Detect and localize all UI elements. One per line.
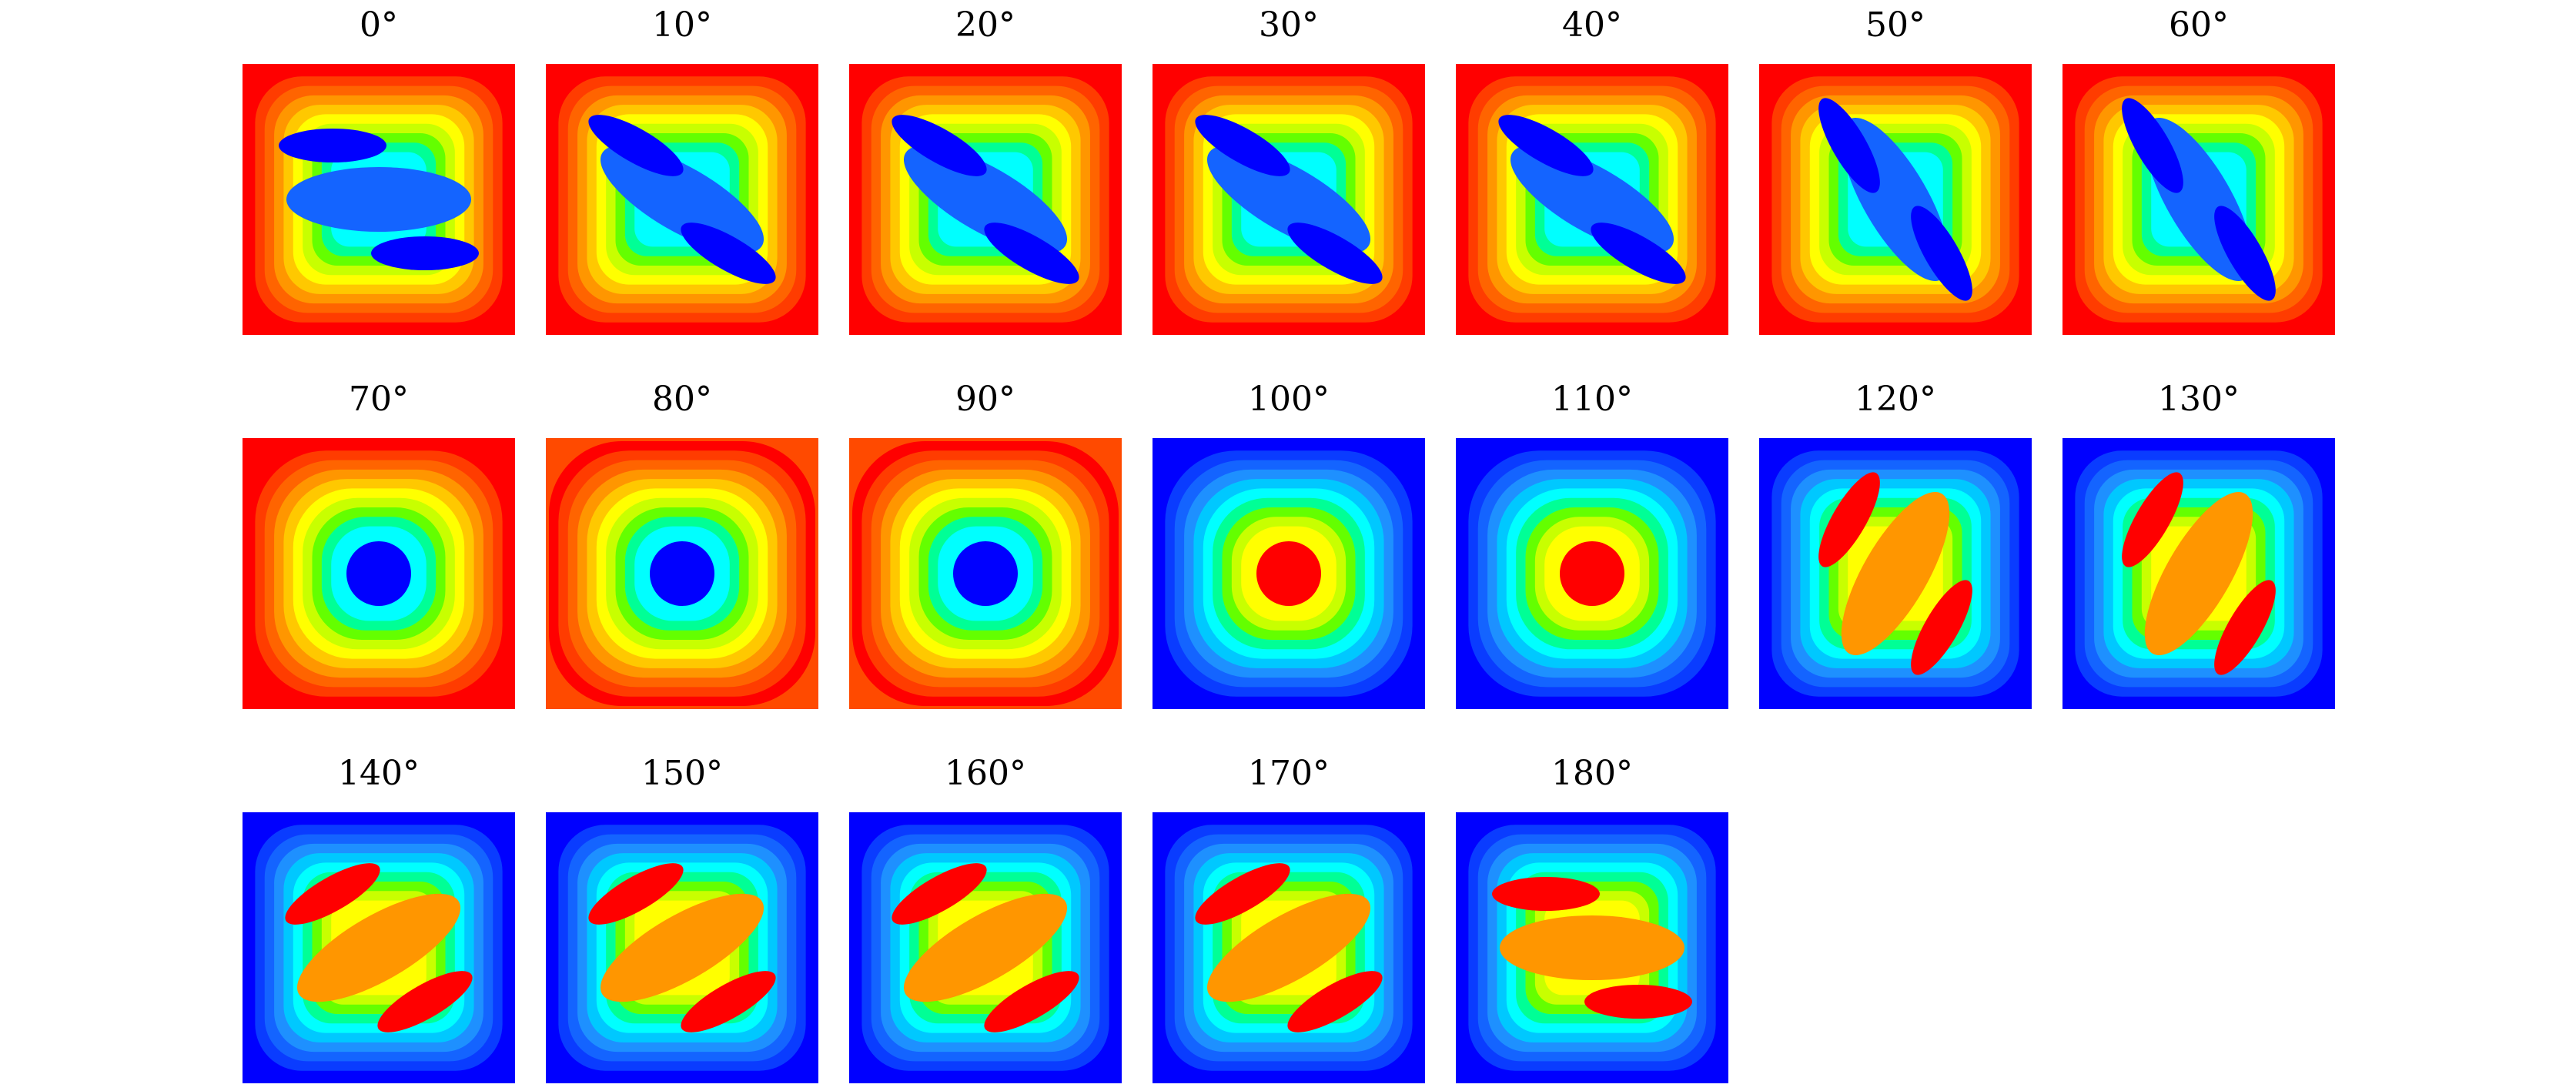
contour-core (892, 115, 987, 176)
contour-core (984, 971, 1079, 1032)
panel-title: 130° (2158, 380, 2240, 419)
contour-panel: 70° (243, 380, 515, 709)
contour-core (1492, 877, 1600, 911)
panel-title: 120° (1855, 380, 1936, 419)
contour-core (588, 863, 684, 925)
contour-core (681, 223, 776, 284)
contour-core (1818, 472, 1880, 567)
panel-title: 70° (349, 380, 409, 419)
panel-title: 80° (652, 380, 712, 419)
contour-core (1287, 223, 1383, 284)
contour-core (2214, 580, 2276, 675)
panel-title: 90° (955, 380, 1015, 419)
contour-core (1206, 893, 1371, 1002)
contour-core (2214, 206, 2276, 301)
contour-core (1510, 145, 1674, 254)
contour-panel: 0° (243, 5, 515, 335)
contour-core (903, 893, 1068, 1002)
contour-core (377, 971, 473, 1032)
contour-core (1591, 223, 1686, 284)
contour-core (346, 541, 411, 606)
contour-core (2122, 472, 2183, 567)
contour-core (285, 863, 380, 925)
contour-core (892, 863, 987, 925)
panel-title: 60° (2169, 5, 2229, 45)
contour-core (279, 129, 386, 162)
panel-title: 10° (652, 5, 712, 45)
contour-panel: 150° (546, 754, 818, 1083)
panel-grid: 0° 10° 20° 30° 40° 50° 60° 70° 80° 90° 100° 110° 120… (243, 5, 2335, 1083)
contour-core (286, 167, 471, 232)
panel-title: 0° (360, 5, 398, 45)
contour-panel: 170° (1153, 754, 1425, 1083)
contour-panel: 10° (546, 5, 818, 335)
contour-core (1256, 541, 1321, 606)
contour-core (371, 236, 479, 270)
contour-core (1584, 985, 1692, 1019)
contour-panel: 50° (1759, 5, 2032, 335)
contour-panel: 30° (1153, 5, 1425, 335)
contour-core (296, 893, 461, 1002)
panel-title: 40° (1562, 5, 1622, 45)
contour-core (1911, 206, 1972, 301)
contour-core (1911, 580, 1972, 675)
panel-title: 140° (338, 754, 420, 793)
panel-title: 170° (1248, 754, 1330, 793)
panel-title: 110° (1551, 380, 1633, 419)
panel-title: 180° (1551, 754, 1633, 793)
contour-panel: 40° (1456, 5, 1728, 335)
panel-title: 50° (1865, 5, 1925, 45)
contour-panel: 110° (1456, 380, 1728, 709)
panel-title: 150° (641, 754, 723, 793)
contour-core (1195, 115, 1290, 176)
contour-panel: 120° (1759, 380, 2032, 709)
contour-core (650, 541, 714, 606)
contour-core (903, 145, 1068, 254)
contour-core (681, 971, 776, 1032)
contour-core (984, 223, 1079, 284)
contour-panel: 140° (243, 754, 515, 1083)
contour-core (1206, 145, 1371, 254)
contour-core (1818, 98, 1880, 193)
contour-panel: 130° (2062, 380, 2335, 709)
contour-panel: 20° (849, 5, 1122, 335)
contour-panel: 100° (1153, 380, 1425, 709)
contour-panel: 160° (849, 754, 1122, 1083)
contour-core (600, 145, 764, 254)
contour-core (588, 115, 684, 176)
contour-core (1498, 115, 1594, 176)
contour-core (1500, 915, 1684, 980)
contour-core (1560, 541, 1624, 606)
contour-panel: 90° (849, 380, 1122, 709)
panel-title: 160° (945, 754, 1026, 793)
contour-core (1841, 491, 1950, 656)
contour-core (2122, 98, 2183, 193)
contour-panel: 80° (546, 380, 818, 709)
contour-panel: 60° (2062, 5, 2335, 335)
contour-core (600, 893, 764, 1002)
panel-title: 100° (1248, 380, 1330, 419)
panel-title: 20° (955, 5, 1015, 45)
contour-core (953, 541, 1018, 606)
contour-core (1195, 863, 1290, 925)
contour-panel: 180° (1456, 754, 1728, 1083)
contour-core (1287, 971, 1383, 1032)
contour-core (2144, 491, 2253, 656)
panel-title: 30° (1259, 5, 1319, 45)
